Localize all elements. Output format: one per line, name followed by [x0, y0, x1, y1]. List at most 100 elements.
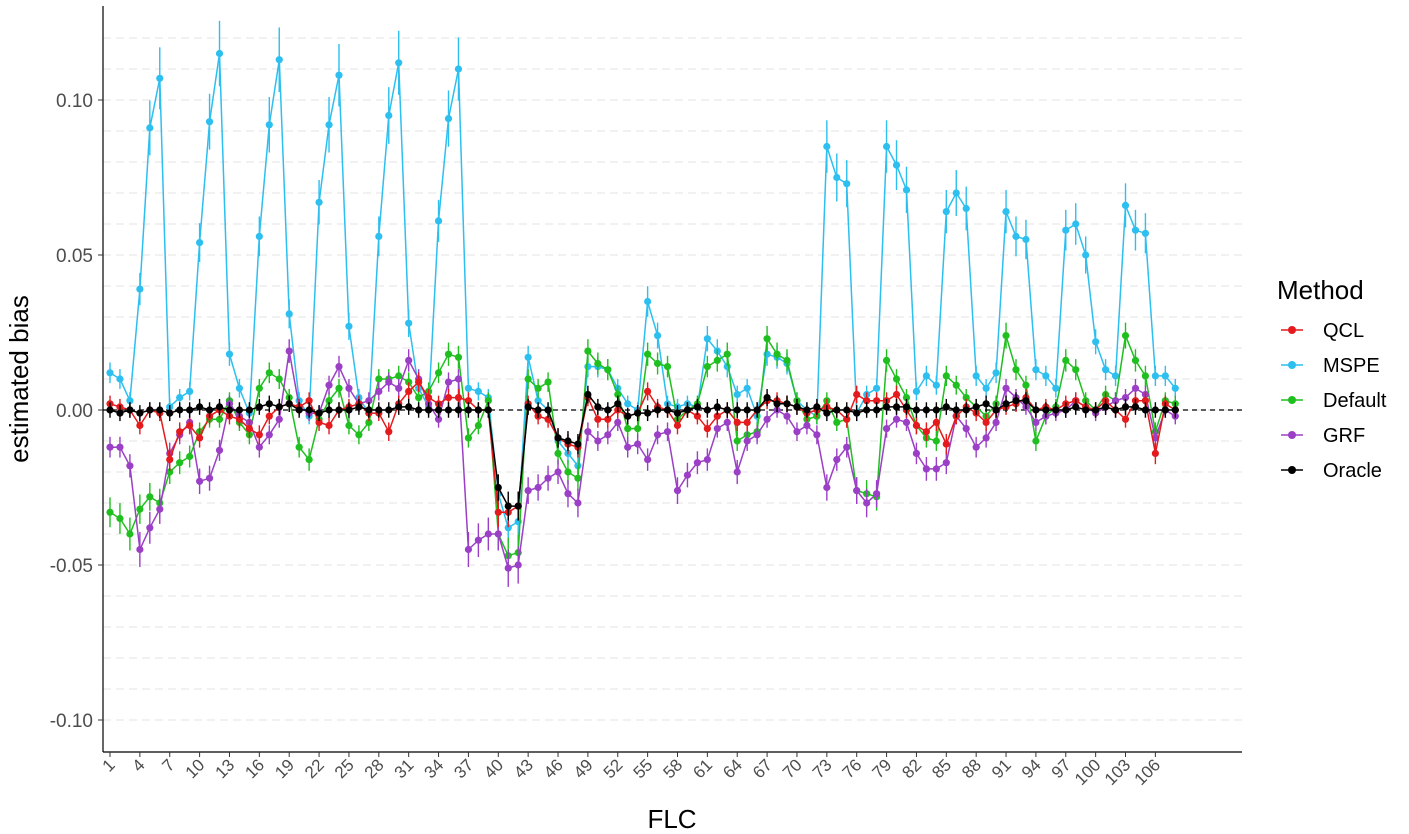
data-point [116, 443, 124, 451]
data-point [365, 406, 373, 414]
data-point [524, 375, 532, 383]
data-point [1171, 406, 1179, 414]
data-point [952, 381, 960, 389]
legend-key-point [1288, 361, 1296, 369]
data-point [843, 406, 851, 414]
data-point [166, 409, 174, 417]
data-point [783, 400, 791, 408]
x-tick-label: 103 [1101, 755, 1134, 788]
data-point [1072, 220, 1080, 228]
data-point [1111, 397, 1120, 405]
data-point [295, 406, 303, 414]
data-point [892, 403, 901, 411]
data-point [444, 115, 453, 123]
data-point [514, 502, 522, 510]
data-point [554, 468, 562, 476]
data-point [1121, 403, 1130, 411]
data-point [1102, 366, 1110, 374]
data-point [882, 356, 891, 364]
data-point [116, 375, 124, 383]
data-point [235, 384, 244, 392]
data-point [624, 400, 632, 408]
data-point [952, 406, 960, 414]
data-point [464, 406, 473, 414]
data-point [723, 418, 731, 426]
data-point [504, 564, 512, 572]
data-point [703, 425, 711, 433]
data-point [494, 483, 502, 492]
data-point [534, 397, 542, 405]
data-point [454, 375, 463, 383]
data-point [843, 180, 851, 188]
data-point [1131, 226, 1140, 234]
data-point [385, 378, 393, 386]
data-point [673, 421, 682, 430]
data-point [325, 406, 333, 414]
data-point [614, 418, 622, 426]
data-point [673, 409, 682, 417]
data-point [325, 121, 333, 129]
data-point [803, 406, 811, 414]
data-point [1002, 208, 1010, 216]
data-point [335, 363, 343, 371]
x-tick-label: 43 [510, 755, 537, 782]
data-point [544, 415, 552, 423]
data-point [564, 468, 572, 476]
data-point [524, 487, 532, 495]
data-point [634, 440, 642, 448]
data-point [733, 437, 741, 445]
data-point [644, 297, 652, 306]
data-point [942, 208, 950, 216]
data-point [902, 186, 911, 194]
data-point [156, 74, 164, 82]
data-point [892, 161, 901, 169]
data-point [1012, 366, 1020, 374]
data-point [873, 384, 881, 392]
data-point [245, 406, 253, 414]
data-point [325, 397, 333, 405]
data-point [345, 384, 353, 392]
data-point [1032, 437, 1040, 445]
data-point [1131, 384, 1140, 392]
data-point [235, 415, 244, 423]
data-point [1082, 251, 1090, 259]
data-point [1121, 332, 1130, 340]
data-point [136, 409, 144, 417]
data-point [604, 366, 612, 374]
data-point [922, 406, 930, 414]
data-point [355, 431, 363, 439]
data-point [972, 403, 980, 411]
data-point [703, 363, 711, 371]
data-point [982, 434, 990, 442]
data-point [1022, 235, 1030, 244]
data-point [763, 394, 771, 402]
x-tick-label: 58 [660, 755, 687, 782]
data-point [972, 372, 980, 380]
data-point [574, 474, 582, 482]
data-point [1022, 381, 1030, 389]
data-point [932, 418, 940, 426]
data-point [395, 59, 403, 67]
data-point [942, 459, 950, 467]
data-point [305, 406, 313, 414]
data-point [136, 285, 144, 293]
data-point [574, 499, 582, 507]
data-point [464, 384, 473, 392]
data-point [773, 400, 781, 408]
y-tick-label: -0.05 [50, 556, 93, 577]
data-point [833, 418, 841, 426]
data-point [1062, 226, 1070, 234]
data-point [265, 400, 273, 408]
data-point [345, 322, 353, 330]
data-point [783, 356, 791, 364]
data-point [275, 403, 283, 411]
data-point [763, 415, 771, 423]
data-point [693, 412, 702, 420]
data-point [942, 372, 950, 380]
data-point [833, 406, 841, 414]
data-point [265, 369, 273, 377]
data-point [385, 406, 393, 414]
data-point [753, 406, 761, 414]
data-point [902, 403, 911, 411]
data-point [106, 369, 114, 377]
